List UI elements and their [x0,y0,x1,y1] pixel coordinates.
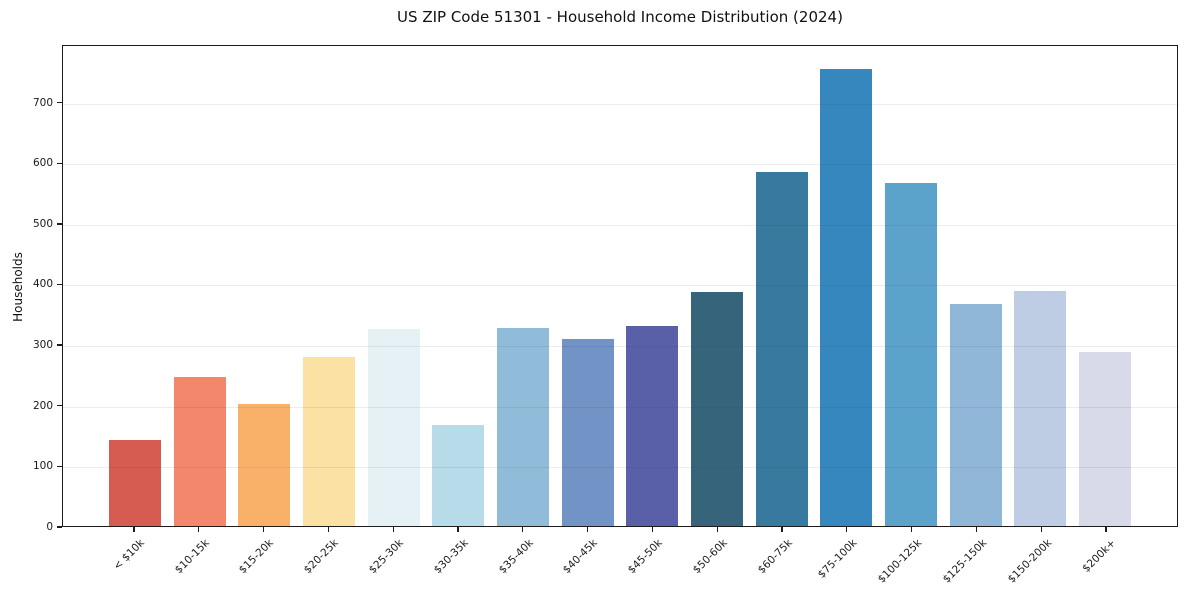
bar [367,329,420,526]
x-tick-mark [910,527,913,532]
x-tick-mark [522,527,524,532]
bar [302,356,355,526]
x-tick-mark [133,527,135,532]
grid-line [63,406,1177,408]
x-tick-label: $35-40k [496,537,536,577]
y-tick-mark [57,162,62,164]
bar [561,338,614,526]
y-tick-mark [57,465,62,468]
y-tick-label: 700 [32,96,53,109]
y-tick-label: 300 [32,339,53,352]
x-tick-label: $100-125k [875,537,925,586]
bar [173,376,226,526]
x-tick-mark [327,527,330,532]
y-tick-mark [57,283,62,286]
x-tick-mark [392,527,394,532]
x-tick-mark [1040,527,1042,532]
x-tick-label: $150-200k [1005,537,1054,586]
grid-line [63,285,1177,287]
y-tick-mark [57,344,62,346]
y-tick-mark [57,405,62,407]
grid-line [63,467,1177,469]
bar [1014,290,1067,526]
bar [884,183,937,526]
bar [755,172,808,526]
grid-line [63,164,1177,166]
x-tick-mark [1105,527,1107,532]
x-tick-mark [781,527,783,532]
x-tick-label: $60-75k [755,537,795,577]
bar [949,303,1002,526]
y-tick-label: 600 [32,157,53,170]
y-tick-label: 200 [32,399,53,412]
x-tick-label: $15-20k [236,537,277,577]
x-tick-mark [651,527,654,532]
bar [820,68,873,526]
x-tick-label: $20-25k [301,537,341,577]
x-tick-label: $75-100k [815,537,860,581]
x-tick-mark [457,527,459,532]
grid-line [63,224,1177,226]
bar [109,439,161,526]
y-tick-label: 100 [32,460,53,473]
bar [626,326,679,526]
x-tick-mark [198,527,200,532]
x-tick-label: $10-15k [172,537,212,577]
x-tick-label: < $10k [110,537,147,573]
bar [238,404,291,526]
y-tick-mark [57,101,62,104]
x-tick-mark [586,527,589,532]
y-tick-label: 500 [32,217,53,230]
bar [496,327,549,526]
plot-area [62,45,1178,527]
y-tick-mark [57,223,62,225]
x-tick-label: $125-150k [940,537,989,586]
y-tick-mark [57,526,62,528]
y-tick-label: 400 [32,278,53,291]
x-tick-label: $45-50k [625,537,665,577]
x-tick-label: $50-60k [690,537,730,577]
bar-group [63,46,1177,526]
bar [690,292,743,526]
grid-line [63,346,1177,348]
x-tick-label: $200k+ [1080,537,1119,575]
x-tick-mark [716,527,718,532]
chart-title: US ZIP Code 51301 - Household Income Dis… [397,8,843,26]
grid-line [63,103,1177,105]
x-tick-label: $40-45k [560,537,601,577]
y-tick-label: 0 [46,521,53,533]
x-tick-mark [846,527,848,532]
x-tick-label: $25-30k [366,537,406,577]
x-tick-mark [975,527,978,532]
bar [1078,351,1131,526]
x-tick-mark [262,527,265,532]
bar [432,425,485,526]
x-tick-label: $30-35k [431,537,471,577]
